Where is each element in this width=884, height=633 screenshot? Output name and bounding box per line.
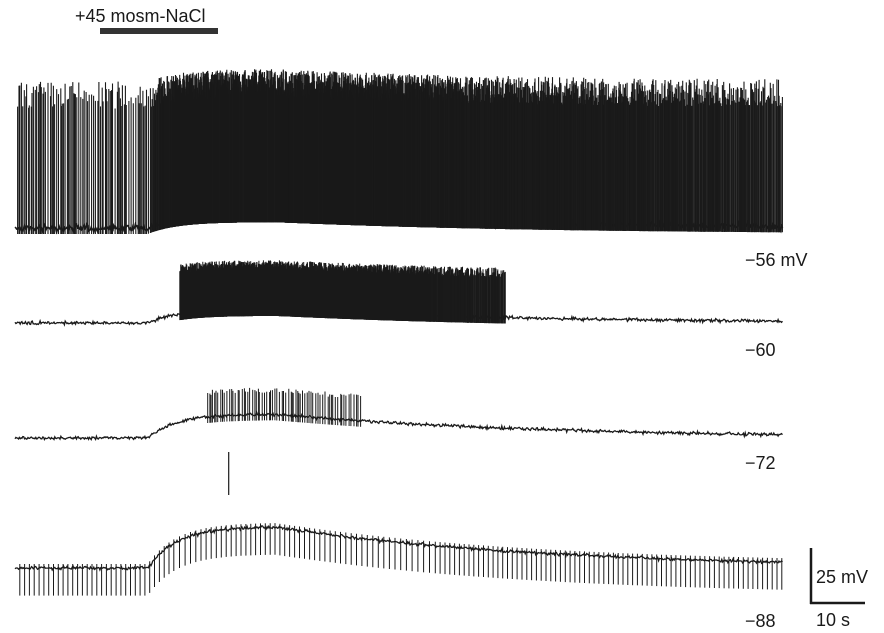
trace-1 [14,69,784,235]
stimulus-label: +45 mosm-NaCl [75,6,206,26]
trace-3 [14,387,783,442]
trace-2 [14,260,783,327]
scale-bar-time-label: 10 s [816,610,850,630]
holding-label-1: −56 mV [745,250,808,270]
holding-label-4: −88 [745,611,776,631]
holding-label-2: −60 [745,340,776,360]
scale-bar: 25 mV 10 s [809,548,868,630]
trace-4-baseline [14,524,783,572]
holding-label-3: −72 [745,453,776,473]
scale-bar-voltage-label: 25 mV [816,567,868,587]
trace-4 [14,452,783,596]
trace-3-baseline [14,410,783,442]
